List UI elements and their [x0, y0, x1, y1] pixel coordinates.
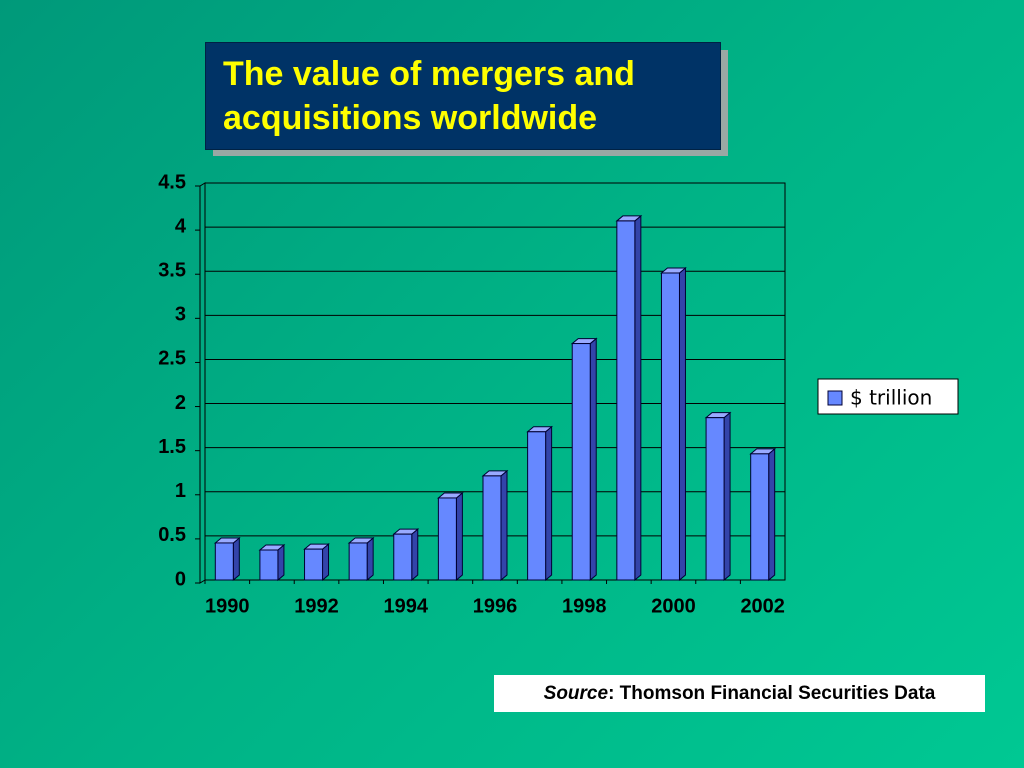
source-label: Source	[543, 683, 609, 704]
y-tick-label: 2	[175, 392, 186, 414]
bar-side	[589, 337, 597, 582]
chart-title: The value of mergers and acquisitions wo…	[205, 42, 721, 150]
bar-side	[500, 469, 508, 582]
y-tick-label: 4	[175, 215, 187, 237]
bar	[214, 542, 234, 581]
bar	[437, 497, 457, 581]
source-text: : Thomson Financial Securities Data	[608, 683, 936, 704]
bar-side	[545, 425, 553, 582]
bar-side	[678, 266, 686, 582]
y-tick-label: 2.5	[158, 348, 186, 370]
bar	[660, 272, 680, 581]
y-tick-label: 3.5	[158, 260, 186, 282]
x-tick-label: 2000	[651, 595, 696, 617]
y-tick-label: 1	[175, 480, 186, 502]
bar-side	[322, 543, 330, 582]
bar	[750, 453, 770, 581]
bar-side	[277, 543, 285, 582]
left-wall	[199, 182, 206, 584]
x-tick-label: 1996	[473, 595, 518, 617]
bar	[705, 417, 725, 581]
bar	[259, 549, 279, 581]
legend-label: $ trillion	[850, 386, 932, 410]
bar-side	[455, 491, 463, 582]
bar-side	[768, 447, 776, 582]
bar	[527, 431, 547, 581]
bar-side	[634, 214, 642, 582]
bar	[393, 533, 413, 581]
bar	[482, 475, 502, 581]
bar	[616, 220, 636, 581]
bar	[304, 548, 324, 581]
y-tick-label: 1.5	[158, 436, 186, 458]
bar	[348, 542, 368, 581]
bar-side	[232, 536, 240, 582]
legend-swatch	[827, 390, 843, 406]
x-tick-label: 1994	[384, 595, 429, 617]
x-tick-label: 1992	[294, 595, 339, 617]
bar-side	[723, 411, 731, 582]
x-tick-label: 1998	[562, 595, 607, 617]
x-tick-label: 1990	[205, 595, 250, 617]
source-note: Source: Thomson Financial Securities Dat…	[494, 675, 985, 712]
y-tick-label: 3	[175, 304, 186, 326]
y-tick-label: 0.5	[158, 524, 186, 546]
y-tick-label: 0	[175, 568, 186, 590]
y-tick-label: 4.5	[158, 171, 186, 193]
bar-side	[366, 536, 374, 582]
bar-side	[411, 528, 419, 582]
x-tick-label: 2002	[740, 595, 785, 617]
bar	[571, 343, 591, 581]
